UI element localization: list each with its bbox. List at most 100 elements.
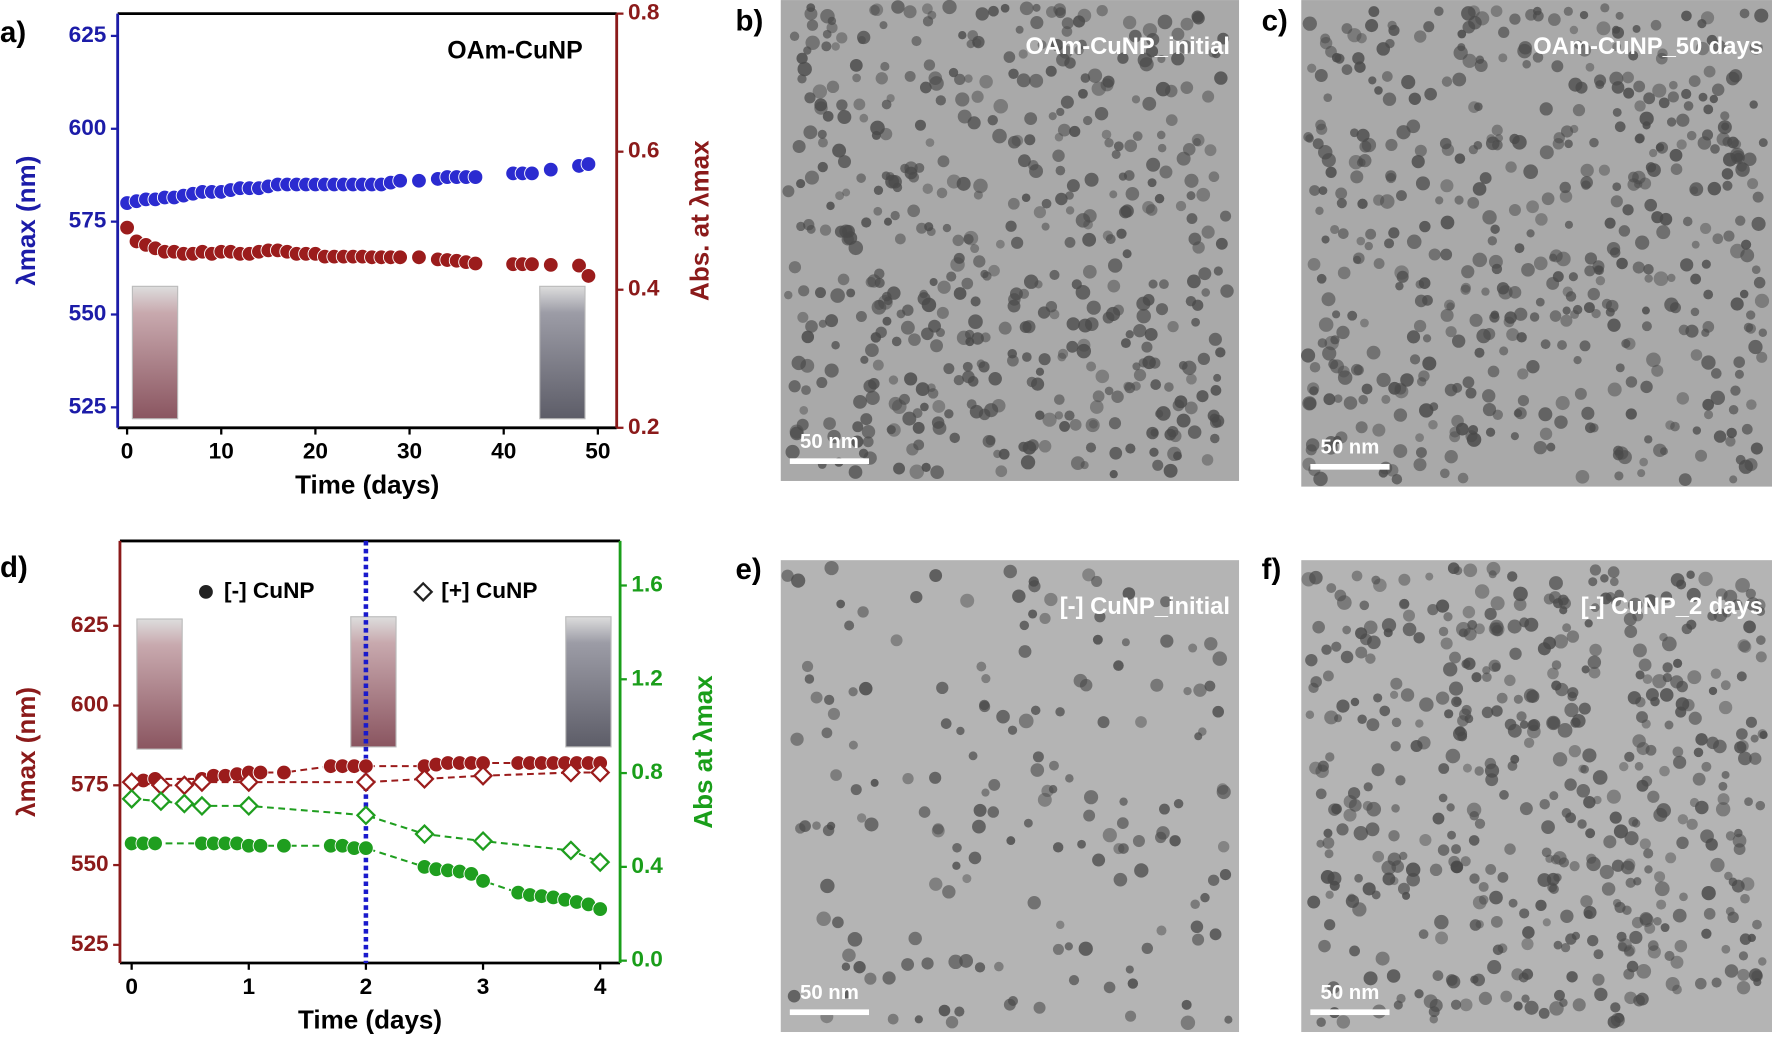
particle — [1376, 372, 1391, 388]
particle — [853, 961, 866, 974]
particle — [982, 271, 992, 281]
particle — [1024, 112, 1038, 126]
particle — [1487, 960, 1502, 975]
particle — [1474, 59, 1488, 73]
particle — [1007, 725, 1018, 735]
particle — [1321, 153, 1336, 168]
particle — [942, 223, 952, 233]
particle — [1610, 1002, 1621, 1013]
particle — [1437, 844, 1450, 856]
particle — [1524, 1000, 1539, 1015]
particle — [943, 363, 955, 375]
particle — [1356, 32, 1367, 44]
particle — [1636, 742, 1650, 756]
particle — [1080, 73, 1091, 83]
particle — [1337, 370, 1353, 385]
particle — [1089, 400, 1104, 414]
particle — [1325, 45, 1337, 58]
particle — [932, 400, 946, 413]
particle — [1125, 965, 1134, 974]
particle — [1718, 781, 1728, 791]
particle — [860, 413, 873, 426]
particle — [1372, 423, 1386, 437]
particle — [851, 435, 864, 448]
particle — [1424, 87, 1437, 101]
particles — [1301, 3, 1770, 487]
particle — [865, 343, 879, 358]
particle — [826, 821, 836, 831]
y-tick-label: 525 — [69, 393, 107, 418]
particle — [1549, 1001, 1564, 1016]
particle — [1028, 160, 1039, 171]
particle — [1593, 949, 1604, 960]
particle — [1445, 326, 1457, 338]
particle — [1607, 566, 1620, 578]
particle — [1215, 237, 1228, 250]
particle — [1467, 196, 1480, 209]
particle — [1460, 856, 1471, 867]
particle — [1739, 640, 1752, 653]
particle — [1141, 341, 1153, 353]
particle — [1325, 752, 1335, 762]
particle — [1722, 152, 1737, 167]
particle — [1633, 643, 1647, 658]
particle — [1622, 71, 1634, 84]
particle — [998, 321, 1012, 335]
particle — [825, 314, 839, 328]
particle — [892, 182, 903, 193]
particle — [1355, 646, 1368, 659]
particle — [1182, 142, 1196, 156]
particle — [1048, 112, 1057, 121]
particle — [1735, 454, 1746, 465]
point — [119, 219, 135, 236]
particle — [1055, 7, 1066, 19]
particle — [1207, 874, 1220, 886]
particle — [1382, 872, 1396, 886]
particle — [1309, 185, 1320, 196]
particle — [900, 163, 910, 174]
particle — [1557, 722, 1573, 738]
particle — [1462, 763, 1472, 773]
particle — [1490, 915, 1503, 928]
particle — [1474, 102, 1483, 111]
particle — [873, 268, 885, 280]
particle — [1624, 831, 1639, 846]
particle — [1514, 407, 1527, 420]
particle — [1318, 939, 1331, 953]
particle — [1422, 356, 1437, 371]
particle — [1616, 931, 1627, 942]
particle — [1748, 339, 1763, 355]
particle — [1030, 763, 1045, 777]
particle — [1740, 893, 1750, 904]
particle — [1155, 303, 1169, 316]
particle — [1634, 133, 1645, 144]
particle — [1490, 622, 1505, 637]
particle — [1111, 149, 1121, 159]
particle — [1568, 77, 1583, 92]
particle — [1018, 49, 1028, 59]
panel-letter: f) — [1262, 553, 1282, 586]
particle — [1642, 674, 1653, 685]
particle — [914, 1015, 923, 1024]
particle — [1219, 868, 1232, 881]
particle — [1641, 719, 1651, 729]
particle — [860, 355, 869, 364]
particle — [1331, 641, 1342, 652]
particle — [1505, 161, 1517, 173]
particle — [1484, 763, 1500, 778]
particle — [1582, 748, 1597, 763]
particle — [797, 311, 809, 323]
particle — [1054, 411, 1064, 420]
particle — [868, 377, 880, 390]
particle — [929, 877, 943, 891]
particle — [1681, 10, 1692, 22]
point — [590, 852, 611, 873]
particle — [1415, 447, 1427, 458]
particle — [1180, 1015, 1196, 1030]
particle — [1391, 473, 1403, 485]
particle — [995, 465, 1008, 478]
particle — [888, 375, 899, 385]
particle — [1132, 362, 1141, 371]
particle — [936, 306, 949, 319]
particle — [1183, 686, 1192, 696]
